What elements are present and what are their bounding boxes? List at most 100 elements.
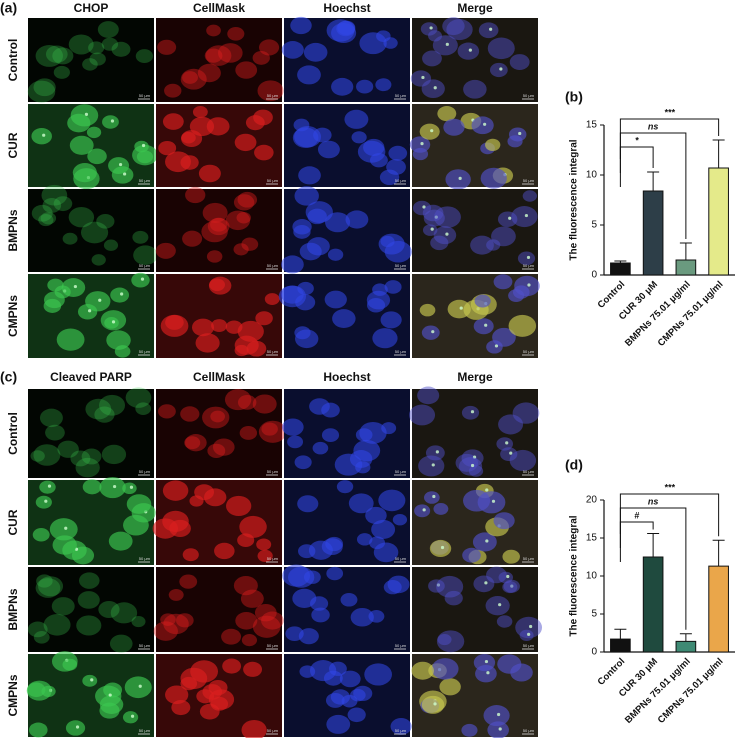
foci — [420, 141, 424, 146]
cell — [27, 682, 46, 698]
cell — [502, 581, 518, 594]
cell — [303, 42, 328, 62]
cell — [210, 410, 225, 423]
cell — [512, 285, 530, 299]
cell — [206, 250, 223, 263]
cell — [324, 290, 347, 309]
bar — [675, 640, 697, 653]
cells — [297, 480, 408, 563]
cell — [254, 603, 277, 622]
cell — [89, 52, 106, 66]
cell — [135, 49, 154, 63]
cell — [522, 190, 538, 202]
micrograph — [412, 567, 538, 652]
bar — [708, 167, 729, 276]
cell — [136, 150, 154, 164]
cells — [31, 184, 158, 266]
cell — [99, 394, 126, 416]
foci — [485, 488, 489, 492]
foci — [529, 624, 533, 629]
foci — [422, 205, 426, 209]
cell — [428, 30, 443, 42]
cell — [122, 711, 139, 724]
cell — [131, 272, 150, 288]
cell — [381, 422, 397, 435]
foci — [510, 584, 514, 588]
cell — [461, 723, 478, 737]
scale-bar-label: 50 μm — [267, 556, 279, 561]
cell — [388, 145, 408, 161]
cell — [162, 113, 184, 130]
cell — [180, 406, 200, 422]
foci — [47, 484, 52, 488]
cell — [30, 450, 45, 462]
cell — [292, 588, 317, 608]
micrograph — [412, 389, 538, 478]
cell — [171, 699, 191, 716]
scale-bar-label: 50 μm — [139, 178, 151, 183]
cell — [241, 719, 267, 738]
cell — [47, 278, 64, 292]
cell — [104, 316, 119, 329]
cell — [336, 480, 354, 494]
cell — [133, 245, 158, 266]
cell — [347, 707, 366, 723]
cell — [110, 287, 130, 303]
scale-bar-label: 50 μm — [267, 643, 279, 648]
cell — [430, 235, 449, 251]
foci — [470, 463, 475, 468]
significance-bracket — [619, 118, 720, 159]
cell — [235, 611, 258, 630]
cell — [240, 589, 264, 608]
cell — [88, 41, 105, 55]
cell — [72, 163, 97, 183]
cell — [462, 547, 481, 563]
error-bar — [647, 171, 660, 191]
cell — [281, 255, 304, 274]
foci — [445, 42, 449, 46]
cell — [185, 434, 207, 452]
cell — [297, 65, 321, 85]
cell — [508, 314, 537, 337]
cell — [327, 248, 344, 261]
foci — [468, 48, 472, 52]
cell — [210, 217, 228, 232]
cell — [108, 531, 133, 551]
cells — [409, 106, 527, 190]
cell — [294, 126, 322, 148]
foci — [484, 581, 488, 585]
cell — [204, 48, 223, 63]
foci — [494, 344, 499, 348]
cell — [52, 47, 74, 65]
cell — [212, 438, 235, 456]
y-axis-label: The fluorescence integral — [569, 515, 580, 636]
cell — [473, 654, 496, 672]
cells — [292, 109, 408, 186]
cell — [132, 230, 149, 244]
foci — [123, 172, 127, 176]
cell — [436, 575, 464, 598]
y-tick-label: 15 — [586, 533, 598, 544]
cell — [380, 235, 395, 248]
cells — [43, 272, 150, 358]
cell — [442, 17, 465, 36]
y-tick-label: 0 — [591, 647, 597, 658]
cell — [486, 566, 507, 584]
significance-label: # — [634, 510, 639, 520]
cell — [497, 211, 518, 227]
y-tick-label: 10 — [586, 571, 598, 582]
cell — [264, 293, 280, 305]
cell — [419, 303, 436, 317]
column-header: Hoechst — [323, 370, 370, 384]
foci — [496, 712, 501, 717]
cell — [473, 318, 494, 335]
cell — [485, 596, 510, 616]
cell — [164, 83, 182, 98]
cell — [410, 70, 432, 87]
cell — [27, 621, 48, 638]
foci — [498, 727, 502, 731]
cell — [293, 224, 311, 239]
cell — [491, 226, 516, 247]
cell — [180, 676, 198, 691]
cell — [471, 116, 494, 135]
